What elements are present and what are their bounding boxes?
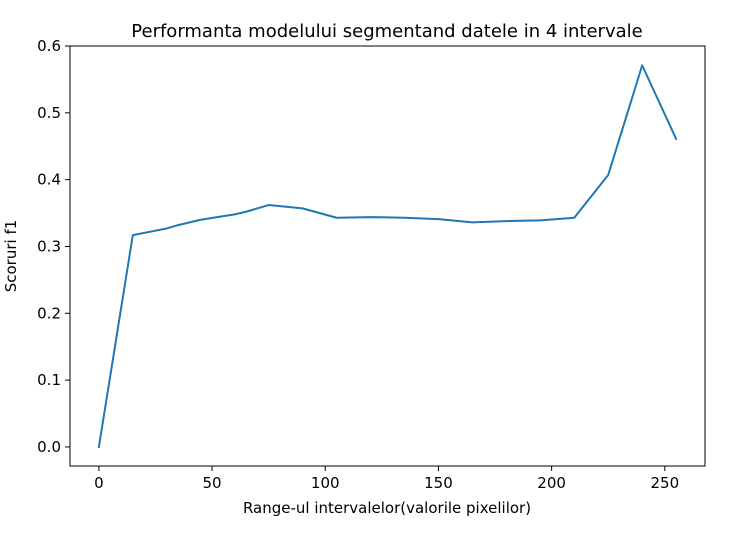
x-tick-label-0: 0 bbox=[94, 474, 104, 492]
y-tick-label-2: 0.2 bbox=[37, 304, 61, 322]
x-tick-label-2: 100 bbox=[311, 474, 340, 492]
y-tick-label-0: 0.0 bbox=[37, 438, 61, 456]
axes-frame bbox=[69, 45, 706, 467]
series-line-0 bbox=[97, 64, 678, 449]
x-tick-label-1: 50 bbox=[203, 474, 222, 492]
y-tick-label-3: 0.3 bbox=[37, 237, 61, 255]
y-axis-label: Scoruri f1 bbox=[2, 220, 20, 293]
x-axis-label: Range-ul intervalelor(valorile pixelilor… bbox=[243, 499, 531, 517]
x-tick-label-4: 200 bbox=[537, 474, 566, 492]
y-tick-label-4: 0.4 bbox=[37, 171, 61, 189]
chart-title: Performanta modelului segmentand datele … bbox=[131, 21, 642, 42]
y-tick-label-5: 0.5 bbox=[37, 104, 61, 122]
plot-area: 0 50 100 150 200 250 0.0 0.1 0.2 0.3 0.4 0.5 0.6 bbox=[37, 37, 706, 492]
y-tick-label-6: 0.6 bbox=[37, 37, 61, 55]
y-tick-label-1: 0.1 bbox=[37, 371, 61, 389]
x-tick-label-5: 250 bbox=[650, 474, 679, 492]
x-tick-label-3: 150 bbox=[424, 474, 453, 492]
